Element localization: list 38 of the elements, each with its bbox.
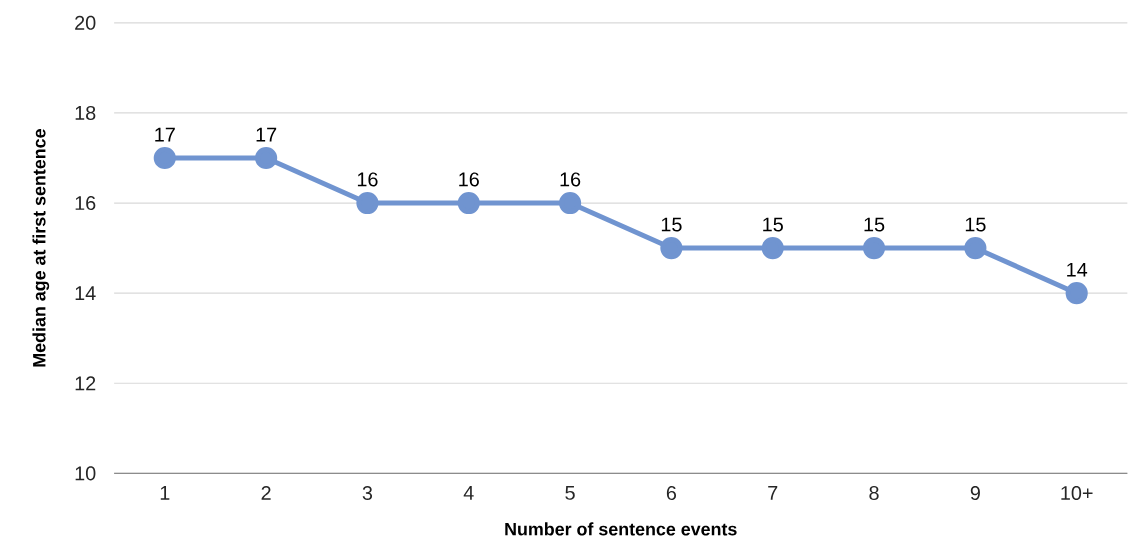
- data-label: 17: [256, 127, 277, 142]
- point: [153, 147, 176, 170]
- x-tick-label: 8: [869, 486, 879, 501]
- data-label: 15: [864, 217, 885, 232]
- point: [559, 192, 582, 215]
- data-label: 15: [661, 217, 682, 232]
- x-tick-label: 2: [261, 486, 271, 500]
- x-axis-title: Number of sentence events: [505, 522, 737, 536]
- point: [862, 237, 886, 260]
- y-tick-label: 18: [75, 106, 96, 121]
- point: [457, 192, 480, 215]
- x-tick-label: 5: [565, 486, 575, 500]
- y-tick-label: 14: [75, 286, 96, 301]
- x-tick-label: 6: [666, 486, 677, 501]
- data-label: 15: [763, 217, 783, 232]
- data-label: 16: [459, 172, 479, 187]
- data-label: 15: [965, 217, 986, 232]
- x-tick-label: 1: [160, 486, 170, 500]
- point: [255, 147, 278, 170]
- x-tick-label: 9: [970, 486, 980, 501]
- point: [660, 237, 683, 260]
- y-tick-label: 16: [75, 196, 96, 211]
- x-tick-label: 7: [768, 486, 778, 500]
- y-tick-label: 10: [75, 466, 96, 481]
- x-tick-label: 4: [463, 486, 474, 500]
- x-tick-label: 10+: [1061, 486, 1093, 501]
- data-label: 16: [357, 172, 378, 187]
- data-label: 16: [560, 172, 581, 187]
- x-tick-label: 3: [362, 486, 373, 501]
- point: [964, 237, 987, 260]
- point: [1065, 282, 1088, 305]
- y-tick-label: 20: [75, 15, 96, 30]
- data-label: 14: [1067, 263, 1088, 277]
- point: [356, 192, 379, 215]
- y-tick-label: 12: [75, 376, 96, 391]
- data-label: 17: [155, 127, 175, 142]
- point: [761, 237, 784, 260]
- y-axis-title: Median age at first sentence: [32, 129, 50, 367]
